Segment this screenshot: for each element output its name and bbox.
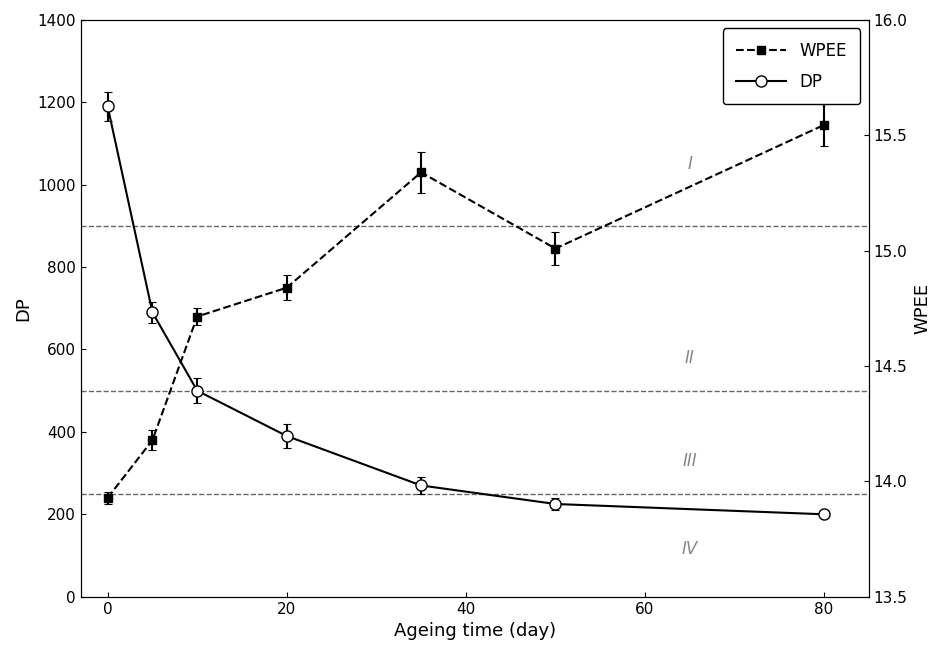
Text: II: II: [684, 349, 694, 367]
X-axis label: Ageing time (day): Ageing time (day): [394, 622, 555, 640]
Y-axis label: DP: DP: [14, 296, 32, 320]
Y-axis label: WPEE: WPEE: [912, 283, 930, 334]
Text: IV: IV: [681, 540, 697, 559]
Text: III: III: [682, 452, 697, 470]
Legend: WPEE, DP: WPEE, DP: [722, 28, 860, 104]
Text: I: I: [686, 155, 691, 173]
